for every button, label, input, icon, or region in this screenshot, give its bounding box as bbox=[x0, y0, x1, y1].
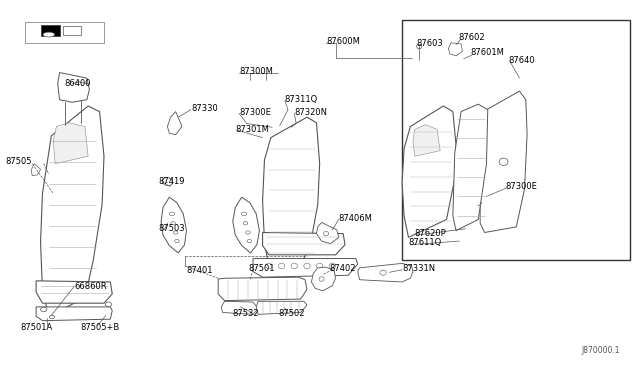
Polygon shape bbox=[58, 73, 90, 102]
Ellipse shape bbox=[43, 32, 54, 37]
Polygon shape bbox=[40, 106, 104, 316]
Text: 87402: 87402 bbox=[329, 264, 356, 273]
Text: 87611Q: 87611Q bbox=[408, 238, 442, 247]
Ellipse shape bbox=[175, 240, 179, 243]
Text: 87502: 87502 bbox=[278, 309, 305, 318]
Ellipse shape bbox=[162, 177, 173, 186]
Ellipse shape bbox=[278, 263, 285, 269]
Text: 87300M: 87300M bbox=[239, 67, 273, 76]
Polygon shape bbox=[453, 104, 488, 231]
Polygon shape bbox=[31, 164, 40, 176]
Bar bbox=[40, 25, 60, 36]
Ellipse shape bbox=[173, 231, 178, 234]
Ellipse shape bbox=[319, 277, 324, 281]
Text: 87603: 87603 bbox=[417, 39, 444, 48]
Polygon shape bbox=[413, 125, 440, 156]
Ellipse shape bbox=[291, 263, 298, 269]
Text: 87406M: 87406M bbox=[339, 214, 372, 223]
Ellipse shape bbox=[40, 307, 47, 312]
Ellipse shape bbox=[171, 221, 175, 225]
Polygon shape bbox=[317, 222, 339, 244]
Polygon shape bbox=[262, 232, 345, 255]
Ellipse shape bbox=[499, 158, 508, 166]
Ellipse shape bbox=[417, 44, 422, 49]
Ellipse shape bbox=[49, 315, 54, 318]
Bar bbox=[402, 20, 630, 260]
Text: 87419: 87419 bbox=[158, 177, 184, 186]
Polygon shape bbox=[221, 301, 258, 314]
Text: 87501: 87501 bbox=[248, 264, 275, 273]
Ellipse shape bbox=[323, 231, 328, 236]
Polygon shape bbox=[480, 91, 527, 232]
Polygon shape bbox=[36, 307, 112, 321]
Text: 87330: 87330 bbox=[191, 104, 218, 113]
Ellipse shape bbox=[105, 302, 111, 307]
Polygon shape bbox=[449, 43, 462, 56]
Ellipse shape bbox=[247, 240, 252, 243]
Polygon shape bbox=[402, 106, 456, 237]
Text: 87505+B: 87505+B bbox=[80, 323, 119, 332]
Text: 87532: 87532 bbox=[233, 309, 259, 318]
Polygon shape bbox=[312, 267, 335, 291]
Ellipse shape bbox=[304, 263, 310, 269]
Ellipse shape bbox=[170, 212, 175, 216]
Text: 87640: 87640 bbox=[509, 56, 535, 65]
Text: 87301M: 87301M bbox=[236, 125, 269, 134]
Text: 87320N: 87320N bbox=[294, 108, 327, 117]
Text: 87505: 87505 bbox=[6, 157, 32, 166]
Polygon shape bbox=[256, 301, 307, 314]
Text: J870000.1: J870000.1 bbox=[581, 346, 620, 355]
Text: 87300E: 87300E bbox=[239, 108, 271, 117]
Polygon shape bbox=[262, 117, 319, 272]
Polygon shape bbox=[358, 263, 413, 282]
Text: 87600M: 87600M bbox=[326, 37, 360, 46]
Ellipse shape bbox=[380, 270, 387, 275]
Polygon shape bbox=[233, 197, 259, 253]
Text: 87501A: 87501A bbox=[20, 323, 52, 332]
Text: 66860R: 66860R bbox=[74, 282, 107, 291]
Ellipse shape bbox=[242, 212, 246, 216]
Text: 87311Q: 87311Q bbox=[285, 95, 318, 104]
Ellipse shape bbox=[246, 231, 250, 234]
Text: 87503: 87503 bbox=[158, 224, 184, 233]
Text: 87620P: 87620P bbox=[415, 229, 447, 238]
Polygon shape bbox=[168, 112, 182, 135]
Ellipse shape bbox=[266, 263, 272, 269]
Polygon shape bbox=[161, 197, 186, 253]
Text: 87602: 87602 bbox=[458, 33, 484, 42]
Polygon shape bbox=[53, 123, 88, 164]
Ellipse shape bbox=[317, 263, 323, 269]
Polygon shape bbox=[253, 259, 358, 277]
Ellipse shape bbox=[329, 263, 335, 269]
Polygon shape bbox=[218, 277, 307, 301]
Text: 87401: 87401 bbox=[186, 266, 213, 275]
Text: 86400: 86400 bbox=[65, 79, 92, 88]
Text: 87601M: 87601M bbox=[470, 48, 504, 57]
Bar bbox=[63, 26, 81, 35]
Ellipse shape bbox=[243, 221, 248, 225]
Text: 87300E: 87300E bbox=[506, 182, 538, 191]
Polygon shape bbox=[25, 22, 104, 43]
Text: 87331N: 87331N bbox=[402, 264, 435, 273]
Polygon shape bbox=[36, 281, 112, 303]
